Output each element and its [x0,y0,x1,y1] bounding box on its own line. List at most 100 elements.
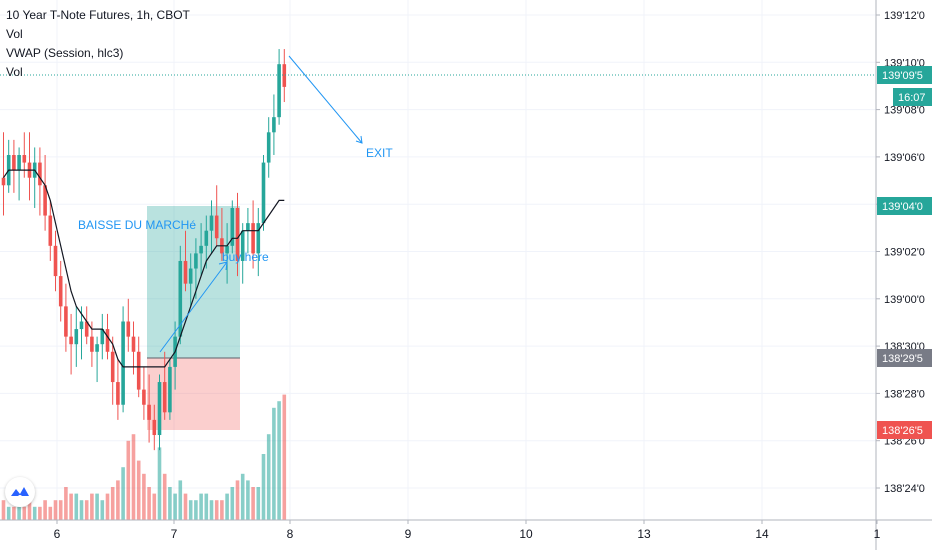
legend-vol-2[interactable]: Vol [6,65,23,79]
volume-bar [32,506,37,520]
volume-bar [277,401,281,520]
price-tick-label: 139'02'0 [884,247,925,259]
exit-arrow [288,55,363,144]
badge-stop: 138'26'5 [877,421,932,439]
svg-text:138'29'5: 138'29'5 [882,353,923,365]
annotation-baisse: BAISSE DU MARCHé [78,218,196,232]
svg-text:139'04'0: 139'04'0 [882,201,923,213]
volume-bar [100,500,105,520]
candle-body [152,419,157,436]
chart-legend: 10 Year T-Note Futures, 1h, CBOT Vol VWA… [6,6,190,82]
tradingview-logo-icon[interactable] [5,477,35,507]
volume-bar [272,407,276,520]
volume-bar [162,473,167,520]
loss-zone[interactable] [147,358,240,430]
volume-bar [204,493,209,520]
volume-bar [22,506,27,520]
volume-bar [27,500,32,520]
candle-body [168,366,172,413]
candle-body [58,276,63,307]
volume-bar [48,506,53,520]
badge-last-price: 139'09'5 [877,66,932,84]
volume-bar [53,500,58,520]
candle-body [272,117,276,133]
candle-body [277,64,281,118]
vwap-line [3,169,285,368]
price-tick-label: 139'12'0 [884,10,925,22]
volume-bar [188,500,193,520]
volume-bar [209,500,214,520]
candle-body [136,351,141,390]
volume-bar [235,480,240,520]
volume-bar [152,493,157,520]
badge-entry: 138'29'5 [877,349,932,367]
volume-bar [142,473,146,520]
volume-bar [79,500,84,520]
volume-bar [43,500,47,520]
volume-bar [240,473,245,520]
candle-body [105,329,110,352]
candle-body [64,306,68,337]
time-tick-label: 13 [637,527,651,541]
candle-body [48,215,53,246]
candle-body [131,336,136,352]
candle-body [256,223,261,254]
candle-body [204,230,209,246]
volume-bar [64,487,68,520]
volume-bar [199,493,203,520]
volume-bar [17,506,21,520]
symbol-title[interactable]: 10 Year T-Note Futures, 1h, CBOT [6,8,190,22]
candle-body [1,177,6,186]
candle-body [230,207,235,246]
badge-vwap: 139'04'0 [877,197,932,215]
time-tick-label: 6 [54,527,61,541]
candle-body [235,207,240,261]
candle-body [246,223,250,231]
time-tick-label: 7 [171,527,178,541]
volume-bar [12,506,16,520]
volume-bar [95,493,99,520]
price-tick-label: 139'00'0 [884,294,925,306]
candle-body [282,64,287,87]
volume-bar [282,394,287,520]
volume-bar [261,454,266,520]
candle-body [142,389,146,405]
volume-bar [256,487,261,520]
volume-bar [147,487,151,520]
buy-arrow [159,261,228,353]
volume-bars [1,394,287,520]
volume-bar [214,500,219,520]
volume-bar [110,487,115,520]
candle-body [225,245,229,254]
long-position-tool[interactable] [147,206,240,430]
grid-lines [0,0,878,520]
volume-bar [136,460,141,520]
volume-bar [266,434,271,520]
legend-vwap[interactable]: VWAP (Session, hlc3) [6,46,124,60]
volume-bar [183,493,188,520]
candle-body [178,260,183,337]
candle-body [100,329,105,345]
volume-bar [1,500,6,520]
candle-body [194,253,198,269]
candle-body [214,215,219,239]
time-tick-label: 1 [874,527,881,541]
legend-vol[interactable]: Vol [6,27,23,41]
price-tick-label: 138'28'0 [884,388,925,400]
candle-body [240,230,245,261]
candle-body [90,336,94,352]
candle-body [17,155,21,171]
volume-bar [157,447,162,520]
volume-bar [90,493,94,520]
candle-body [95,344,99,352]
volume-bar [230,487,235,520]
volume-bar [168,487,172,520]
candle-body [74,329,79,345]
profit-zone[interactable] [147,206,240,358]
volume-bar [246,480,250,520]
candle-body [53,245,58,277]
volume-bar [121,467,125,520]
candle-body [121,321,125,405]
volume-bar [178,480,183,520]
